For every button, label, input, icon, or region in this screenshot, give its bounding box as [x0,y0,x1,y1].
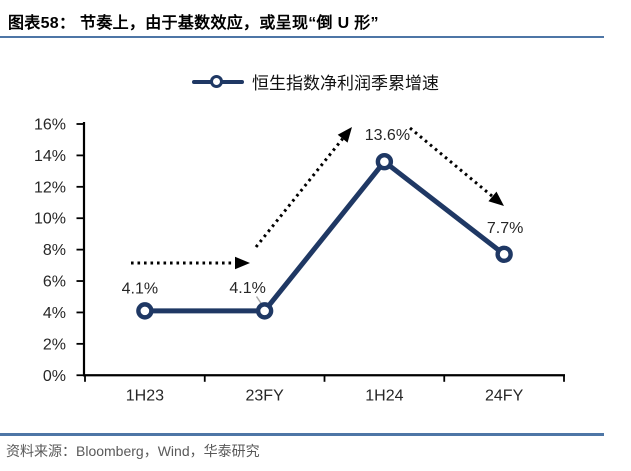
legend-series-label: 恒生指数净利润季累增速 [252,74,439,93]
footer-divider [0,433,604,436]
figure-title: 图表58： 节奏上，由于基数效应，或呈现“倒 U 形” [8,15,379,32]
y-axis-tick-label: 2% [43,336,66,353]
y-axis-tick-label: 8% [43,242,66,259]
x-axis-category-label: 23FY [246,388,285,405]
data-point-marker [255,302,274,320]
y-axis-tick-label: 4% [43,305,66,322]
data-point-label: 4.1% [229,280,265,297]
y-axis-tick-label: 16% [34,117,66,134]
data-point-marker [495,245,513,264]
y-axis-tick-label: 10% [34,211,66,228]
data-point-label: 13.6% [365,127,410,144]
y-axis-tick-label: 14% [34,148,66,165]
source-note: 资料来源：Bloomberg，Wind，华泰研究 [6,443,260,459]
line-chart-canvas: 0% 2% 4% 6% 8% 10% 12% 14% 16% 1H23 23FY 1H24 24FY 4.… [34,117,565,405]
trend-arrow-shaft [409,126,494,198]
title-underline [0,35,604,38]
data-point-marker [375,152,394,171]
trend-arrow-head-icon [235,256,250,270]
chart-legend: 恒生指数净利润季累增速 [0,69,631,94]
series-line [142,159,507,314]
x-axis-category-label: 1H23 [126,388,164,405]
y-axis-tick-label: 12% [34,179,66,196]
y-axis-tick-label: 6% [43,274,66,291]
trend-arrow-head-icon [488,191,504,206]
x-axis-category-label: 24FY [485,388,524,405]
legend-circle-marker-icon [210,74,223,88]
y-axis-tick-label: 0% [43,368,66,385]
legend-series-marker-icon [192,74,244,90]
trend-arrow-head-icon [337,127,352,143]
data-point-label: 4.1% [122,281,158,298]
data-point-label: 7.7% [487,220,523,237]
x-axis-category-label: 1H24 [365,388,403,405]
data-point-marker [136,302,154,320]
